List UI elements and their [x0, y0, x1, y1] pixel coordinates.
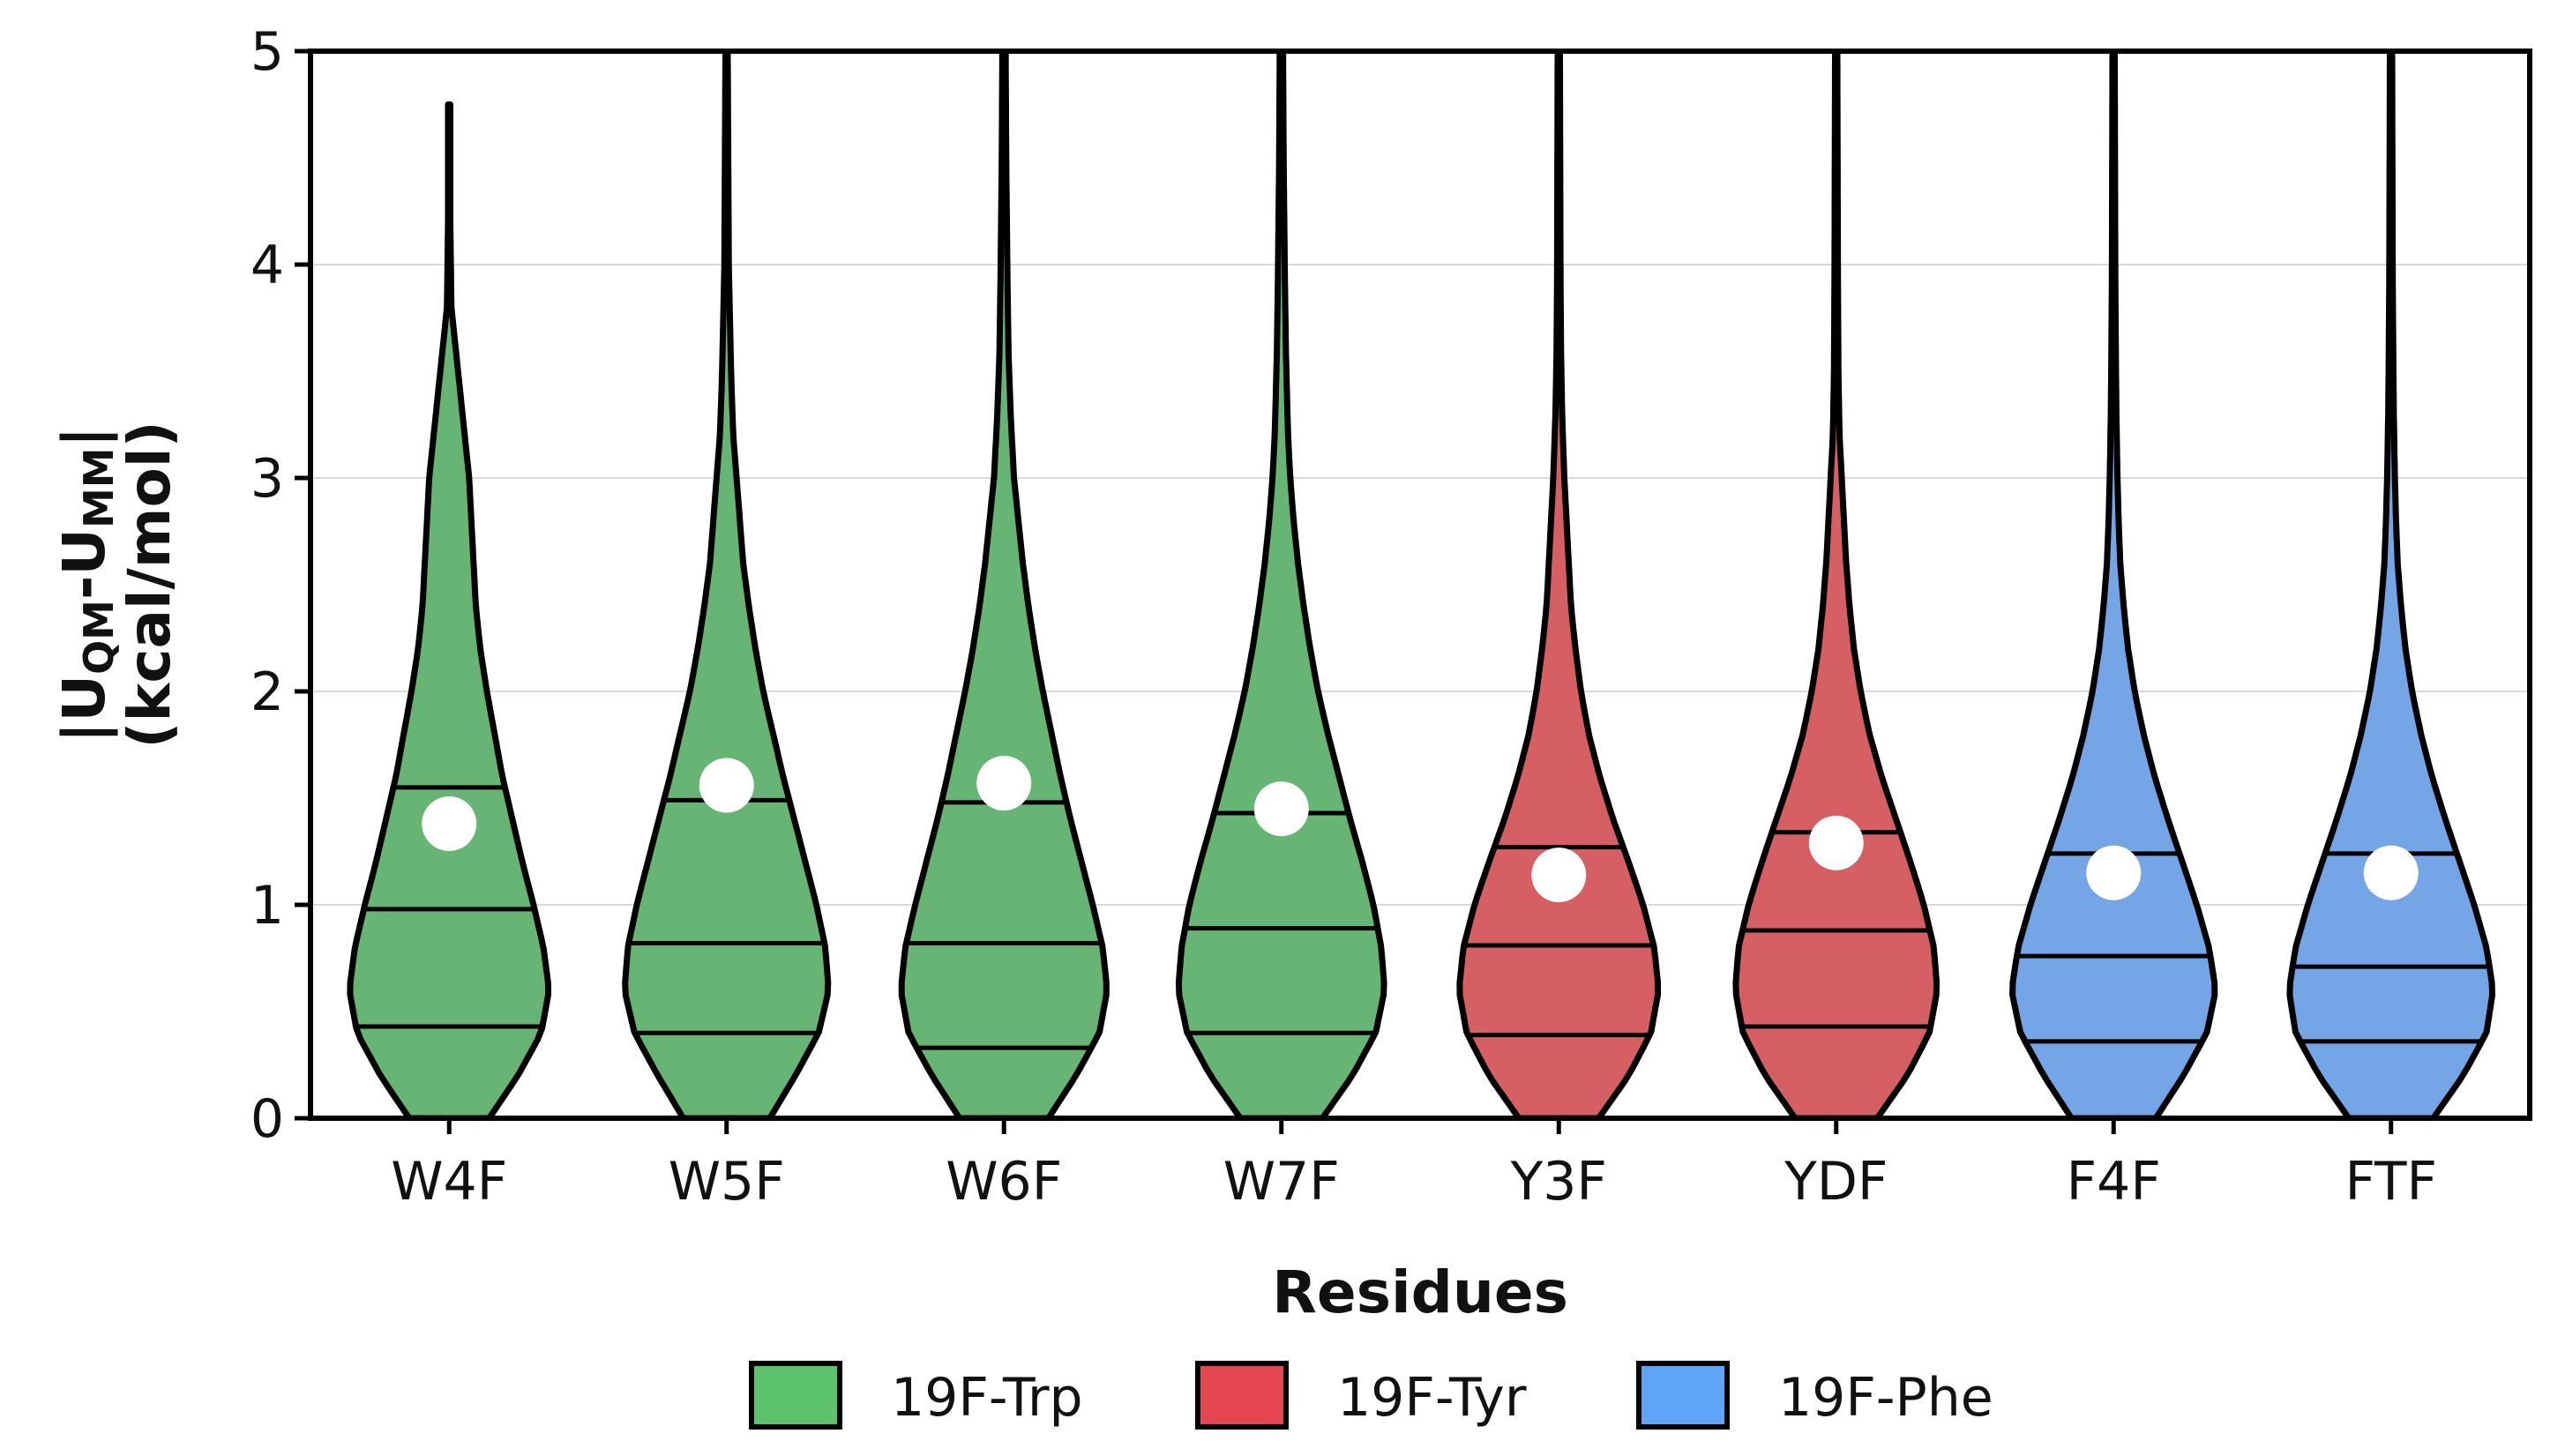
y-axis-title-subscript: QM — [75, 600, 123, 675]
y-tick-label: 0 — [251, 1088, 284, 1150]
x-tick-label: YDF — [1784, 1151, 1888, 1213]
mean-marker — [2363, 845, 2419, 900]
x-tick-label: W6F — [946, 1151, 1062, 1213]
mean-marker — [2086, 845, 2142, 900]
violin-body — [347, 101, 552, 1118]
mean-marker — [422, 796, 477, 852]
legend-item: 19F-Phe — [1636, 1361, 1993, 1430]
violin-FTF — [2286, 51, 2496, 1118]
x-axis-title: Residues — [1272, 1258, 1568, 1326]
legend: 19F-Trp 19F-Tyr 19F-Phe — [749, 1361, 1993, 1430]
legend-swatch — [1195, 1361, 1289, 1430]
y-axis-title-part: -U — [50, 528, 118, 600]
legend-label: 19F-Phe — [1778, 1367, 1993, 1429]
plot-frame — [308, 49, 2532, 1121]
violin-YDF — [1732, 51, 1941, 1118]
violin-body — [622, 51, 832, 1118]
violin-body — [1456, 51, 1662, 1118]
violin-body — [1732, 51, 1941, 1118]
y-axis-title-line2: (kcal/mol) — [116, 421, 183, 748]
y-tick-label: 4 — [251, 235, 284, 296]
violin-body — [1175, 51, 1387, 1118]
legend-swatch — [1636, 1361, 1730, 1430]
x-tick-label: W7F — [1223, 1151, 1340, 1213]
mean-marker — [1531, 847, 1587, 903]
mean-marker — [1253, 781, 1309, 837]
violin-W6F — [898, 51, 1110, 1118]
violin-W4F — [347, 101, 552, 1118]
legend-label: 19F-Tyr — [1337, 1367, 1527, 1429]
x-tick-label: F4F — [2067, 1151, 2161, 1213]
violin-body — [898, 51, 1110, 1118]
y-tick-label: 2 — [251, 661, 284, 723]
y-axis-title-part: |U — [50, 675, 119, 743]
x-tick-label: W4F — [391, 1151, 507, 1213]
x-tick-label: FTF — [2344, 1151, 2437, 1213]
mean-marker — [976, 756, 1032, 811]
legend-label: 19F-Trp — [891, 1367, 1083, 1429]
x-tick-label: W5F — [669, 1151, 785, 1213]
x-tick-label: Y3F — [1510, 1151, 1607, 1213]
legend-item: 19F-Trp — [749, 1361, 1083, 1430]
mean-marker — [699, 758, 754, 813]
violin-W5F — [622, 51, 832, 1118]
violin-Y3F — [1456, 51, 1662, 1118]
legend-swatch — [749, 1361, 842, 1430]
mean-marker — [1808, 815, 1864, 870]
y-tick-label: 1 — [251, 875, 284, 937]
axes: 0 1 2 3 4 5 W4F W5F W6F W7F Y3F YDF F4F FTF — [251, 21, 2532, 1213]
y-axis-title-line1: |UQM-UMM| — [50, 426, 123, 743]
y-tick-label: 3 — [251, 448, 284, 510]
y-axis-title-subscript: MM — [75, 447, 123, 528]
violins — [347, 51, 2496, 1118]
legend-item: 19F-Tyr — [1195, 1361, 1527, 1430]
y-axis-title-part: | — [50, 426, 119, 447]
y-tick-label: 5 — [251, 21, 284, 83]
